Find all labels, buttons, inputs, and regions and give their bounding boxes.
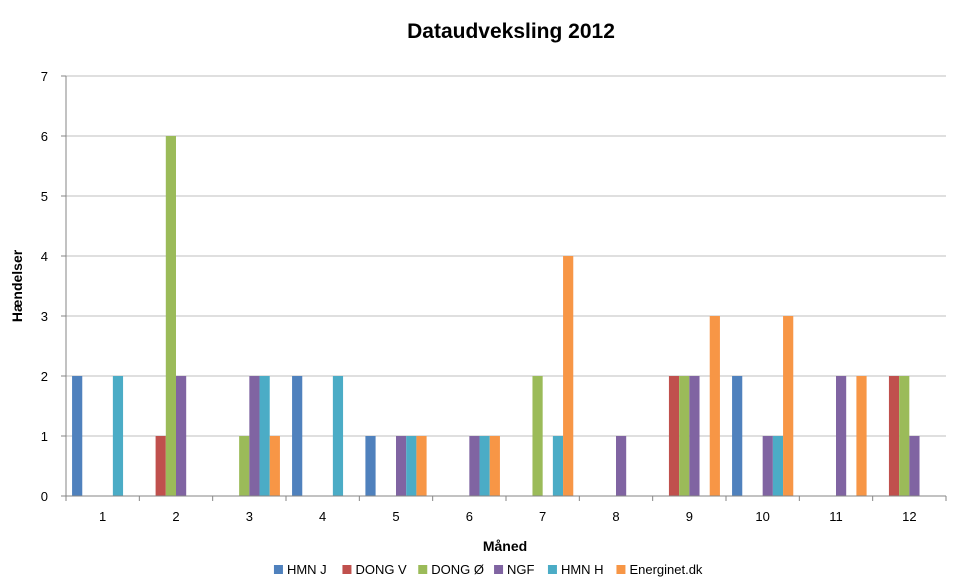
x-tick-label: 6	[466, 509, 473, 524]
bar	[292, 376, 303, 496]
bar	[899, 376, 910, 496]
bar	[762, 436, 773, 496]
bar	[469, 436, 480, 496]
bar	[155, 436, 166, 496]
y-tick-label: 7	[41, 69, 48, 84]
legend-label: DONG V	[355, 562, 407, 577]
legend-label: NGF	[507, 562, 535, 577]
x-axis-label: Måned	[483, 538, 527, 554]
bar	[112, 376, 124, 496]
bar	[563, 256, 574, 496]
x-tick-label: 8	[612, 509, 619, 524]
y-tick-label: 3	[41, 309, 48, 324]
bar	[72, 376, 83, 496]
legend-label: DONG Ø	[431, 562, 484, 577]
legend: HMN J DONG V DONG Ø NGF HMN H Energinet.dk	[273, 562, 703, 577]
bar	[668, 376, 680, 496]
bar	[679, 376, 690, 496]
bar	[269, 436, 280, 496]
x-tick-label: 4	[319, 509, 326, 524]
bar	[239, 436, 250, 496]
bar	[709, 316, 720, 496]
bar	[332, 376, 344, 496]
x-tick-label: 1	[99, 509, 106, 524]
y-tick-label: 4	[41, 249, 48, 264]
bar	[856, 376, 867, 496]
bar	[532, 376, 543, 496]
legend-item: HMN J	[273, 562, 327, 577]
legend-swatch	[418, 565, 428, 574]
bar	[772, 436, 784, 496]
y-tick-label: 1	[41, 429, 48, 444]
bar	[689, 376, 700, 496]
y-tick-label: 2	[41, 369, 48, 384]
legend-item: DONG V	[342, 562, 407, 577]
bar	[479, 436, 490, 496]
legend-label: HMN J	[287, 562, 327, 577]
x-tick-label: 5	[392, 509, 399, 524]
y-tick-label: 5	[41, 189, 48, 204]
legend-label: Energinet.dk	[629, 562, 702, 577]
bar	[732, 376, 743, 496]
bar	[396, 436, 407, 496]
x-tick-label: 3	[246, 509, 253, 524]
bar	[165, 136, 176, 496]
bar	[616, 436, 627, 496]
x-tick-label: 9	[686, 509, 693, 524]
bar	[406, 436, 417, 496]
bars	[72, 136, 920, 496]
bar	[489, 436, 500, 496]
legend-item: DONG Ø	[418, 562, 484, 577]
legend-swatch	[547, 565, 557, 574]
legend-swatch	[273, 565, 283, 574]
legend-item: HMN H	[547, 562, 604, 577]
bar	[259, 376, 270, 496]
x-tick-label: 10	[755, 509, 769, 524]
legend-swatch	[342, 565, 352, 574]
legend-item: Energinet.dk	[616, 562, 703, 577]
legend-swatch	[616, 565, 626, 574]
bar	[416, 436, 427, 496]
x-tick-label: 11	[829, 509, 843, 524]
y-axis-label: Hændelser	[9, 249, 25, 322]
bar	[909, 436, 920, 496]
bar	[836, 376, 847, 496]
legend-label: HMN H	[561, 562, 604, 577]
x-tick-label: 2	[172, 509, 179, 524]
bar	[249, 376, 260, 496]
bar	[783, 316, 794, 496]
bar	[888, 376, 900, 496]
bar	[552, 436, 564, 496]
bar	[365, 436, 376, 496]
y-tick-label: 6	[41, 129, 48, 144]
legend-item: NGF	[494, 562, 535, 577]
chart-title: Dataudveksling 2012	[407, 20, 615, 43]
legend-swatch	[494, 565, 504, 574]
gridlines	[66, 75, 946, 437]
bar	[176, 376, 187, 496]
x-tick-label: 7	[539, 509, 546, 524]
x-tick-label: 12	[902, 509, 916, 524]
y-tick-label: 0	[41, 489, 48, 504]
